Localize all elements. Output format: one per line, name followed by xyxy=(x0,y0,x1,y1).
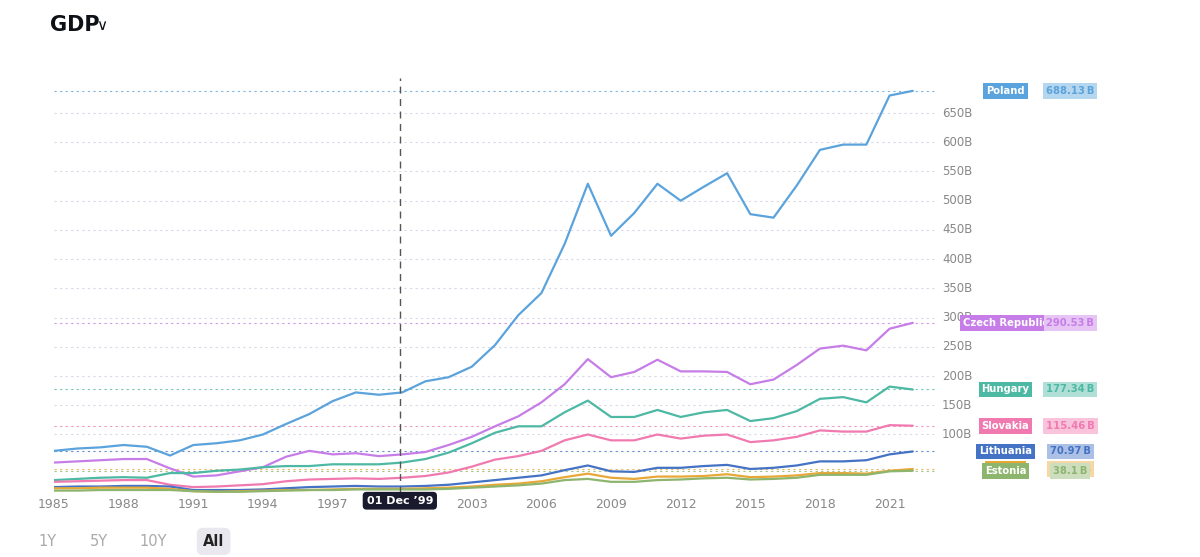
Text: 290.53 B: 290.53 B xyxy=(1046,318,1094,328)
Text: 01 Dec ’99: 01 Dec ’99 xyxy=(366,496,433,506)
Text: 500B: 500B xyxy=(942,194,972,207)
Text: Poland: Poland xyxy=(986,86,1025,96)
Text: 688.13 B: 688.13 B xyxy=(1046,86,1094,96)
Text: 650B: 650B xyxy=(942,106,972,120)
Text: Latvia: Latvia xyxy=(989,464,1022,474)
Text: 70.97 B: 70.97 B xyxy=(1050,447,1091,456)
Text: 5Y: 5Y xyxy=(89,534,108,549)
Text: 300B: 300B xyxy=(942,311,972,324)
Text: 38.1 B: 38.1 B xyxy=(1054,466,1087,476)
Text: Lithuania: Lithuania xyxy=(979,447,1032,456)
Text: 150B: 150B xyxy=(942,399,972,412)
Text: 100B: 100B xyxy=(942,428,972,441)
Text: 40.93 B: 40.93 B xyxy=(1050,464,1091,474)
Text: 10Y: 10Y xyxy=(140,534,167,549)
Text: 350B: 350B xyxy=(942,282,972,295)
Text: Estonia: Estonia xyxy=(985,466,1026,476)
Text: Hungary: Hungary xyxy=(982,384,1030,394)
Text: 115.46 B: 115.46 B xyxy=(1046,421,1094,431)
Text: 250B: 250B xyxy=(942,340,972,353)
Text: ∨: ∨ xyxy=(96,18,107,32)
Text: Slovakia: Slovakia xyxy=(982,421,1030,431)
Text: 177.34 B: 177.34 B xyxy=(1046,384,1094,394)
Text: 400B: 400B xyxy=(942,253,972,266)
Text: 550B: 550B xyxy=(942,165,972,178)
Text: 1Y: 1Y xyxy=(38,534,58,549)
Text: 200B: 200B xyxy=(942,369,972,383)
Text: All: All xyxy=(203,534,224,549)
Text: Czech Republic: Czech Republic xyxy=(962,318,1049,328)
Text: 600B: 600B xyxy=(942,136,972,149)
Text: 450B: 450B xyxy=(942,223,972,236)
Text: GDP: GDP xyxy=(50,15,100,35)
